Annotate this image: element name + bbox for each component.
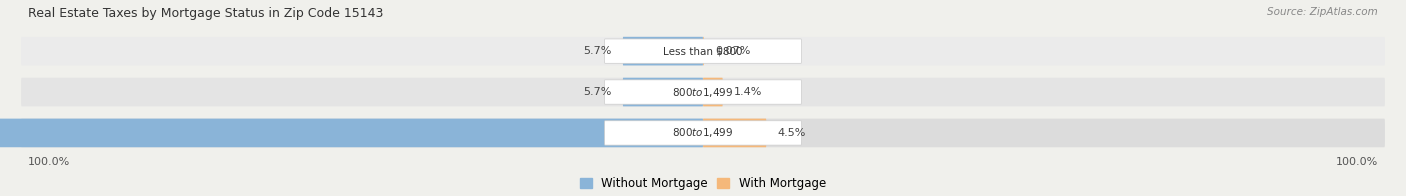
FancyBboxPatch shape [21, 119, 1385, 147]
FancyBboxPatch shape [605, 121, 801, 145]
FancyBboxPatch shape [703, 78, 723, 106]
Text: Source: ZipAtlas.com: Source: ZipAtlas.com [1267, 7, 1378, 17]
Text: 5.7%: 5.7% [583, 46, 612, 56]
FancyBboxPatch shape [0, 119, 703, 147]
Text: Real Estate Taxes by Mortgage Status in Zip Code 15143: Real Estate Taxes by Mortgage Status in … [28, 7, 384, 20]
FancyBboxPatch shape [21, 37, 1385, 65]
FancyBboxPatch shape [21, 78, 1385, 106]
FancyBboxPatch shape [605, 39, 801, 63]
FancyBboxPatch shape [605, 80, 801, 104]
Text: 5.7%: 5.7% [583, 87, 612, 97]
FancyBboxPatch shape [623, 37, 703, 65]
FancyBboxPatch shape [623, 78, 703, 106]
Text: 4.5%: 4.5% [778, 128, 806, 138]
Text: $800 to $1,499: $800 to $1,499 [672, 126, 734, 139]
Text: 100.0%: 100.0% [1336, 157, 1378, 167]
Text: 100.0%: 100.0% [28, 157, 70, 167]
Legend: Without Mortgage, With Mortgage: Without Mortgage, With Mortgage [581, 177, 825, 190]
Text: Less than $800: Less than $800 [664, 46, 742, 56]
FancyBboxPatch shape [703, 119, 766, 147]
Text: $800 to $1,499: $800 to $1,499 [672, 85, 734, 99]
Text: 0.07%: 0.07% [716, 46, 751, 56]
Text: 1.4%: 1.4% [734, 87, 762, 97]
